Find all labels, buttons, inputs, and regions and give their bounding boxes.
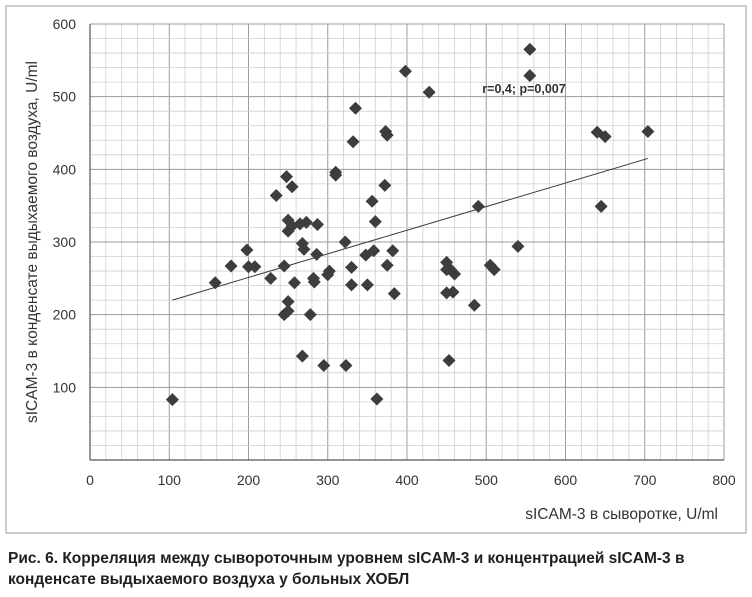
data-point — [365, 194, 379, 208]
data-point — [208, 276, 222, 290]
data-point — [165, 393, 179, 407]
data-point — [471, 199, 485, 213]
data-point — [598, 130, 612, 144]
data-point — [378, 178, 392, 192]
x-tick-label: 100 — [158, 472, 182, 488]
data-point — [277, 259, 291, 273]
data-point — [380, 128, 394, 142]
data-point — [511, 239, 525, 253]
correlation-annotation: r=0,4; p=0,007 — [482, 82, 565, 96]
data-point — [367, 244, 381, 258]
x-tick-label: 200 — [237, 472, 261, 488]
data-point — [345, 278, 359, 292]
data-point — [280, 170, 294, 184]
y-tick-label: 300 — [53, 234, 77, 250]
data-point — [467, 298, 481, 312]
data-point — [345, 260, 359, 274]
x-tick-label: 700 — [633, 472, 657, 488]
data-point — [264, 271, 278, 285]
data-point — [322, 264, 336, 278]
data-point — [281, 295, 295, 309]
data-point — [386, 244, 400, 258]
data-point — [422, 85, 436, 99]
grid-lines — [89, 23, 725, 461]
data-point — [303, 308, 317, 322]
data-point — [248, 260, 262, 274]
y-tick-label: 600 — [53, 16, 77, 32]
data-point — [446, 285, 460, 299]
data-point — [487, 263, 501, 277]
data-point — [360, 278, 374, 292]
data-point — [297, 242, 311, 256]
data-point — [269, 188, 283, 202]
x-tick-label: 800 — [712, 472, 736, 488]
y-tick-label: 500 — [53, 89, 77, 105]
data-point — [594, 199, 608, 213]
axes — [89, 24, 724, 461]
data-point — [285, 180, 299, 194]
data-point — [281, 304, 295, 318]
data-point — [240, 243, 254, 257]
data-point — [442, 353, 456, 367]
data-point — [380, 258, 394, 272]
data-point — [307, 275, 321, 289]
data-point — [339, 359, 353, 373]
data-points — [165, 42, 655, 407]
data-point — [398, 64, 412, 78]
data-point — [348, 101, 362, 115]
x-tick-label: 500 — [475, 472, 499, 488]
data-point — [523, 69, 537, 83]
data-point — [224, 259, 238, 273]
data-point — [310, 218, 324, 232]
y-tick-label: 400 — [53, 161, 77, 177]
chart-frame — [5, 5, 747, 534]
x-tick-labels: 0 100 200 300 400 500 600 700 800 — [86, 472, 736, 488]
data-point — [338, 235, 352, 249]
data-point — [448, 267, 462, 281]
y-axis-label: sICAM-3 в конденсате выдыхаемого воздуха… — [24, 61, 41, 423]
data-point — [641, 125, 655, 139]
data-point — [387, 287, 401, 301]
x-tick-label: 400 — [395, 472, 419, 488]
x-tick-label: 0 — [86, 472, 94, 488]
y-tick-label: 100 — [53, 379, 77, 395]
data-point — [523, 42, 537, 56]
data-point — [317, 359, 331, 373]
data-point — [299, 215, 313, 229]
data-point — [295, 349, 309, 363]
data-point — [370, 392, 384, 406]
scatter-chart: 0 100 200 300 400 500 600 700 800 100 200 300 400 50… — [5, 5, 747, 534]
y-tick-labels: 100 200 300 400 500 600 — [53, 16, 77, 395]
data-point — [310, 247, 324, 261]
data-point — [346, 135, 360, 149]
data-point — [368, 215, 382, 229]
data-point — [329, 168, 343, 182]
x-tick-label: 300 — [316, 472, 340, 488]
y-tick-label: 200 — [53, 307, 77, 323]
figure-caption: Рис. 6. Корреляция между сывороточным ур… — [8, 550, 685, 588]
x-tick-label: 600 — [554, 472, 578, 488]
x-axis-label: sICAM-3 в сыворотке, U/ml — [525, 506, 718, 523]
trend-line — [172, 157, 649, 301]
data-point — [287, 276, 301, 290]
